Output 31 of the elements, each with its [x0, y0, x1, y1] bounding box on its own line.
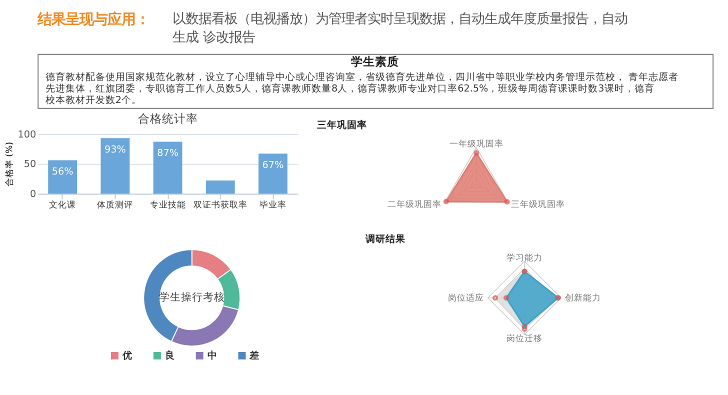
spoke-label: 二年级巩固率 [387, 199, 442, 210]
legend-label: 良 [164, 350, 175, 362]
spoke-label: 岗位适应 [448, 292, 484, 304]
data-label: 87% [157, 148, 178, 160]
y-tick-label: 100 [18, 129, 36, 140]
chart-title: 调研结果 [364, 232, 406, 245]
spoke-label: 创新能力 [564, 292, 601, 304]
spoke-label: 学习能力 [506, 252, 543, 264]
legend-label: 中 [207, 350, 218, 362]
y-tick-label: 0 [30, 189, 36, 200]
x-tick-label: 双证书获取率 [193, 200, 248, 211]
x-tick-label: 专业技能 [150, 200, 186, 211]
data-label: 67% [262, 160, 284, 172]
x-tick-label: 体质测评 [97, 200, 134, 211]
x-tick-label: 毕业率 [259, 200, 286, 211]
legend-label: 差 [248, 350, 260, 362]
data-label: 93% [104, 144, 126, 156]
text: 学生素质 [351, 54, 400, 68]
spoke-label: 三年级巩固率 [511, 199, 566, 210]
y-tick-label: 50 [24, 159, 36, 170]
text: 以数据看板（电视播放）为管理者实时呈现数据，自动生成年度质量报告，自动生成 诊改报告 [172, 11, 628, 46]
data-label: 56% [52, 166, 74, 178]
text: 德育教材配备使用国家规范化教材，设立了心理辅导中心或心理咨询室，省级德育先进单位，四川省中等职业学校内务管理示范校， 青年志愿者先进集体，红旗团委，专职德育工作人员数5人，德育课教师数量8人，德育课教师专业对口率62.5%，班级每周德育课课时数3课时，德育校本教材开发数2个。 [44, 70, 678, 106]
chart-title: 三年巩固率 [317, 119, 368, 132]
legend-label: 优 [121, 350, 132, 362]
spoke-label: 岗位迁移 [506, 333, 543, 344]
y-axis-title: 合格率 (%) [4, 142, 15, 187]
text: 结果呈现与应用： [36, 11, 150, 28]
chart-title: 合格统计率 [138, 111, 198, 126]
spoke-label: 一年级巩固率 [449, 138, 504, 150]
x-tick-label: 文化课 [49, 200, 76, 211]
